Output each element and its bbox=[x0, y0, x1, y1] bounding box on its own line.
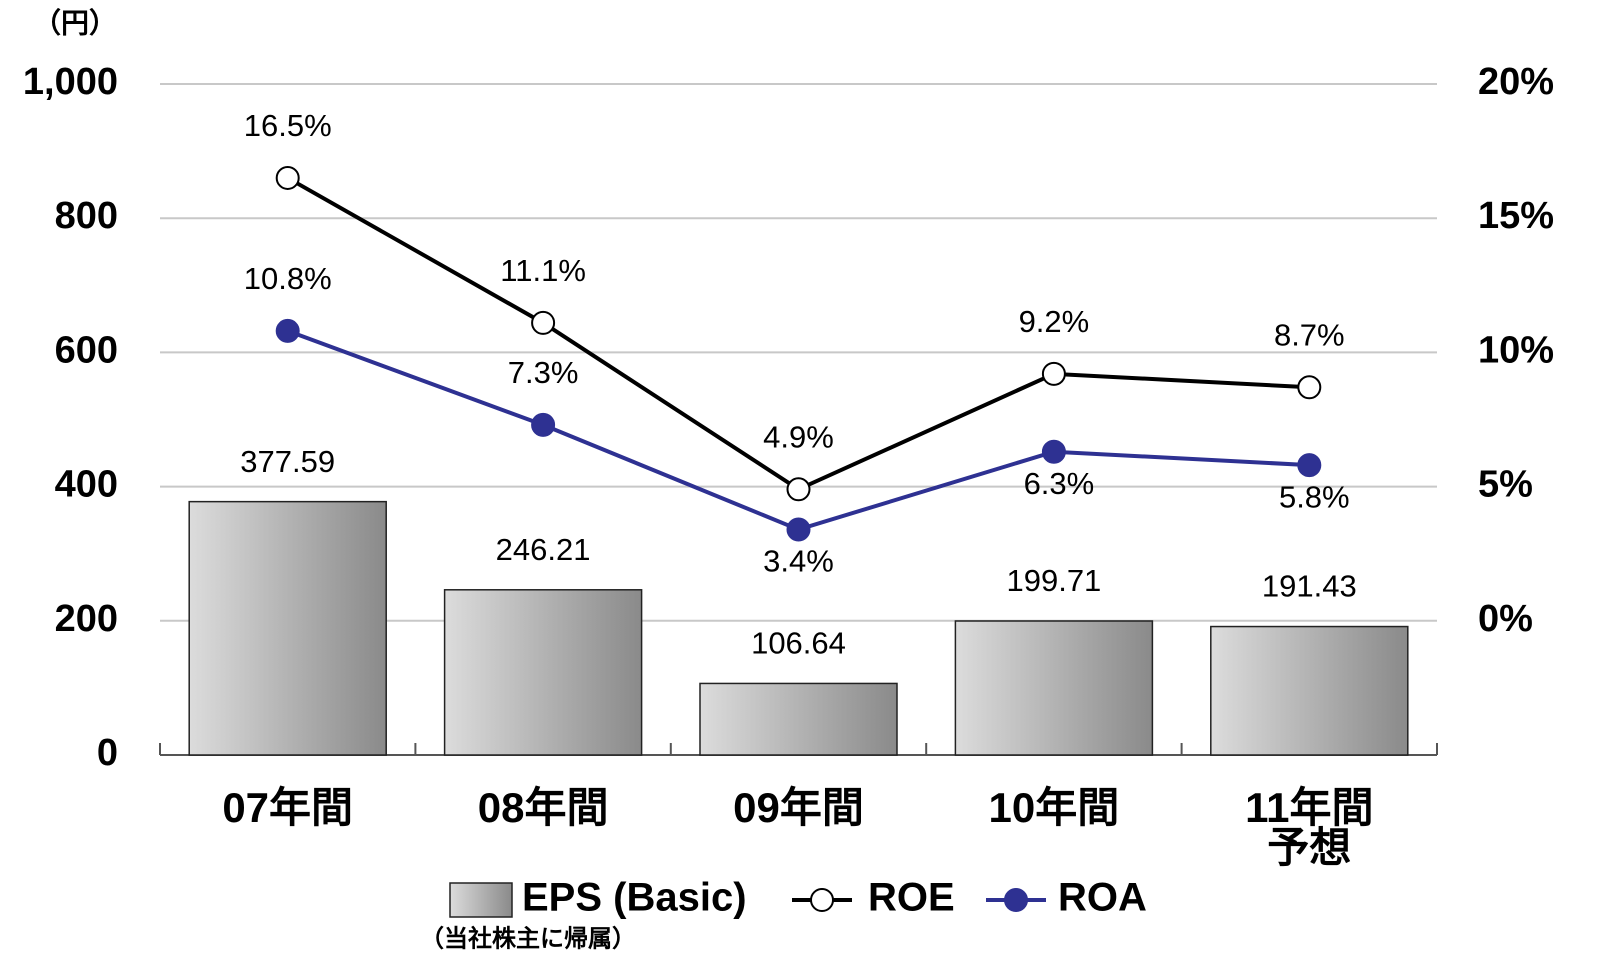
marker bbox=[1041, 361, 1066, 386]
x-tick-label: 07年間 bbox=[222, 784, 354, 831]
marker bbox=[1297, 453, 1322, 478]
data-label: 5.8% bbox=[1279, 479, 1350, 514]
x-tick-label: 08年間 bbox=[477, 784, 609, 831]
legend-marker bbox=[810, 888, 834, 912]
x-tick-label: 10年間 bbox=[988, 784, 1120, 831]
y-tick-label: 800 bbox=[55, 195, 118, 237]
data-label: 4.9% bbox=[763, 419, 834, 454]
x-tick-label: 11年間 予想 bbox=[1245, 784, 1374, 871]
data-label: 246.21 bbox=[496, 532, 591, 567]
marker bbox=[275, 165, 300, 190]
marker bbox=[1297, 375, 1322, 400]
legend-note: （当社株主に帰属） bbox=[420, 924, 636, 952]
y2-tick-label: 10% bbox=[1478, 329, 1554, 371]
marker bbox=[531, 310, 556, 335]
marker bbox=[1041, 439, 1066, 464]
marker bbox=[275, 318, 300, 343]
data-label: 377.59 bbox=[240, 444, 335, 479]
y2-tick-label: 15% bbox=[1478, 195, 1554, 237]
legend-swatch bbox=[449, 882, 513, 918]
data-label: 199.71 bbox=[1006, 563, 1101, 598]
data-label: 3.4% bbox=[763, 544, 834, 579]
bar bbox=[188, 500, 387, 756]
bar bbox=[699, 682, 898, 756]
y-tick-label: 400 bbox=[55, 464, 118, 506]
legend-label: ROA bbox=[1058, 876, 1147, 920]
bar bbox=[954, 620, 1154, 756]
marker bbox=[786, 477, 811, 502]
y-tick-label: 1,000 bbox=[23, 61, 118, 103]
legend-label: ROE bbox=[868, 876, 955, 920]
data-label: 10.8% bbox=[244, 261, 332, 296]
marker bbox=[786, 517, 811, 542]
data-label: 191.43 bbox=[1262, 569, 1357, 604]
data-label: 11.1% bbox=[500, 253, 586, 288]
marker bbox=[531, 412, 556, 437]
legend-marker bbox=[1004, 888, 1028, 912]
y2-tick-label: 5% bbox=[1478, 464, 1533, 506]
y-tick-label: 200 bbox=[55, 598, 118, 640]
y2-tick-label: 20% bbox=[1478, 61, 1554, 103]
data-label: 6.3% bbox=[1024, 466, 1095, 501]
y-axis-unit: （円） bbox=[33, 6, 117, 38]
legend-label: EPS (Basic) bbox=[522, 876, 747, 920]
y2-tick-label: 0% bbox=[1478, 598, 1533, 640]
data-label: 8.7% bbox=[1274, 317, 1345, 352]
y-tick-label: 600 bbox=[55, 329, 118, 371]
bar bbox=[1210, 625, 1409, 756]
x-tick-label: 09年間 bbox=[733, 784, 864, 831]
data-label: 16.5% bbox=[244, 108, 332, 143]
data-label: 106.64 bbox=[751, 626, 846, 661]
bar bbox=[443, 589, 643, 756]
data-label: 9.2% bbox=[1019, 304, 1090, 339]
y-tick-label: 0 bbox=[97, 732, 118, 774]
data-label: 7.3% bbox=[508, 355, 579, 390]
